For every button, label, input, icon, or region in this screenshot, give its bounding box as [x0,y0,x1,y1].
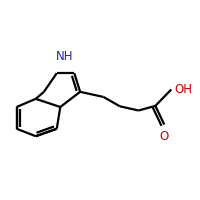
Text: NH: NH [56,50,74,63]
Text: O: O [160,130,169,143]
Text: OH: OH [175,83,193,96]
